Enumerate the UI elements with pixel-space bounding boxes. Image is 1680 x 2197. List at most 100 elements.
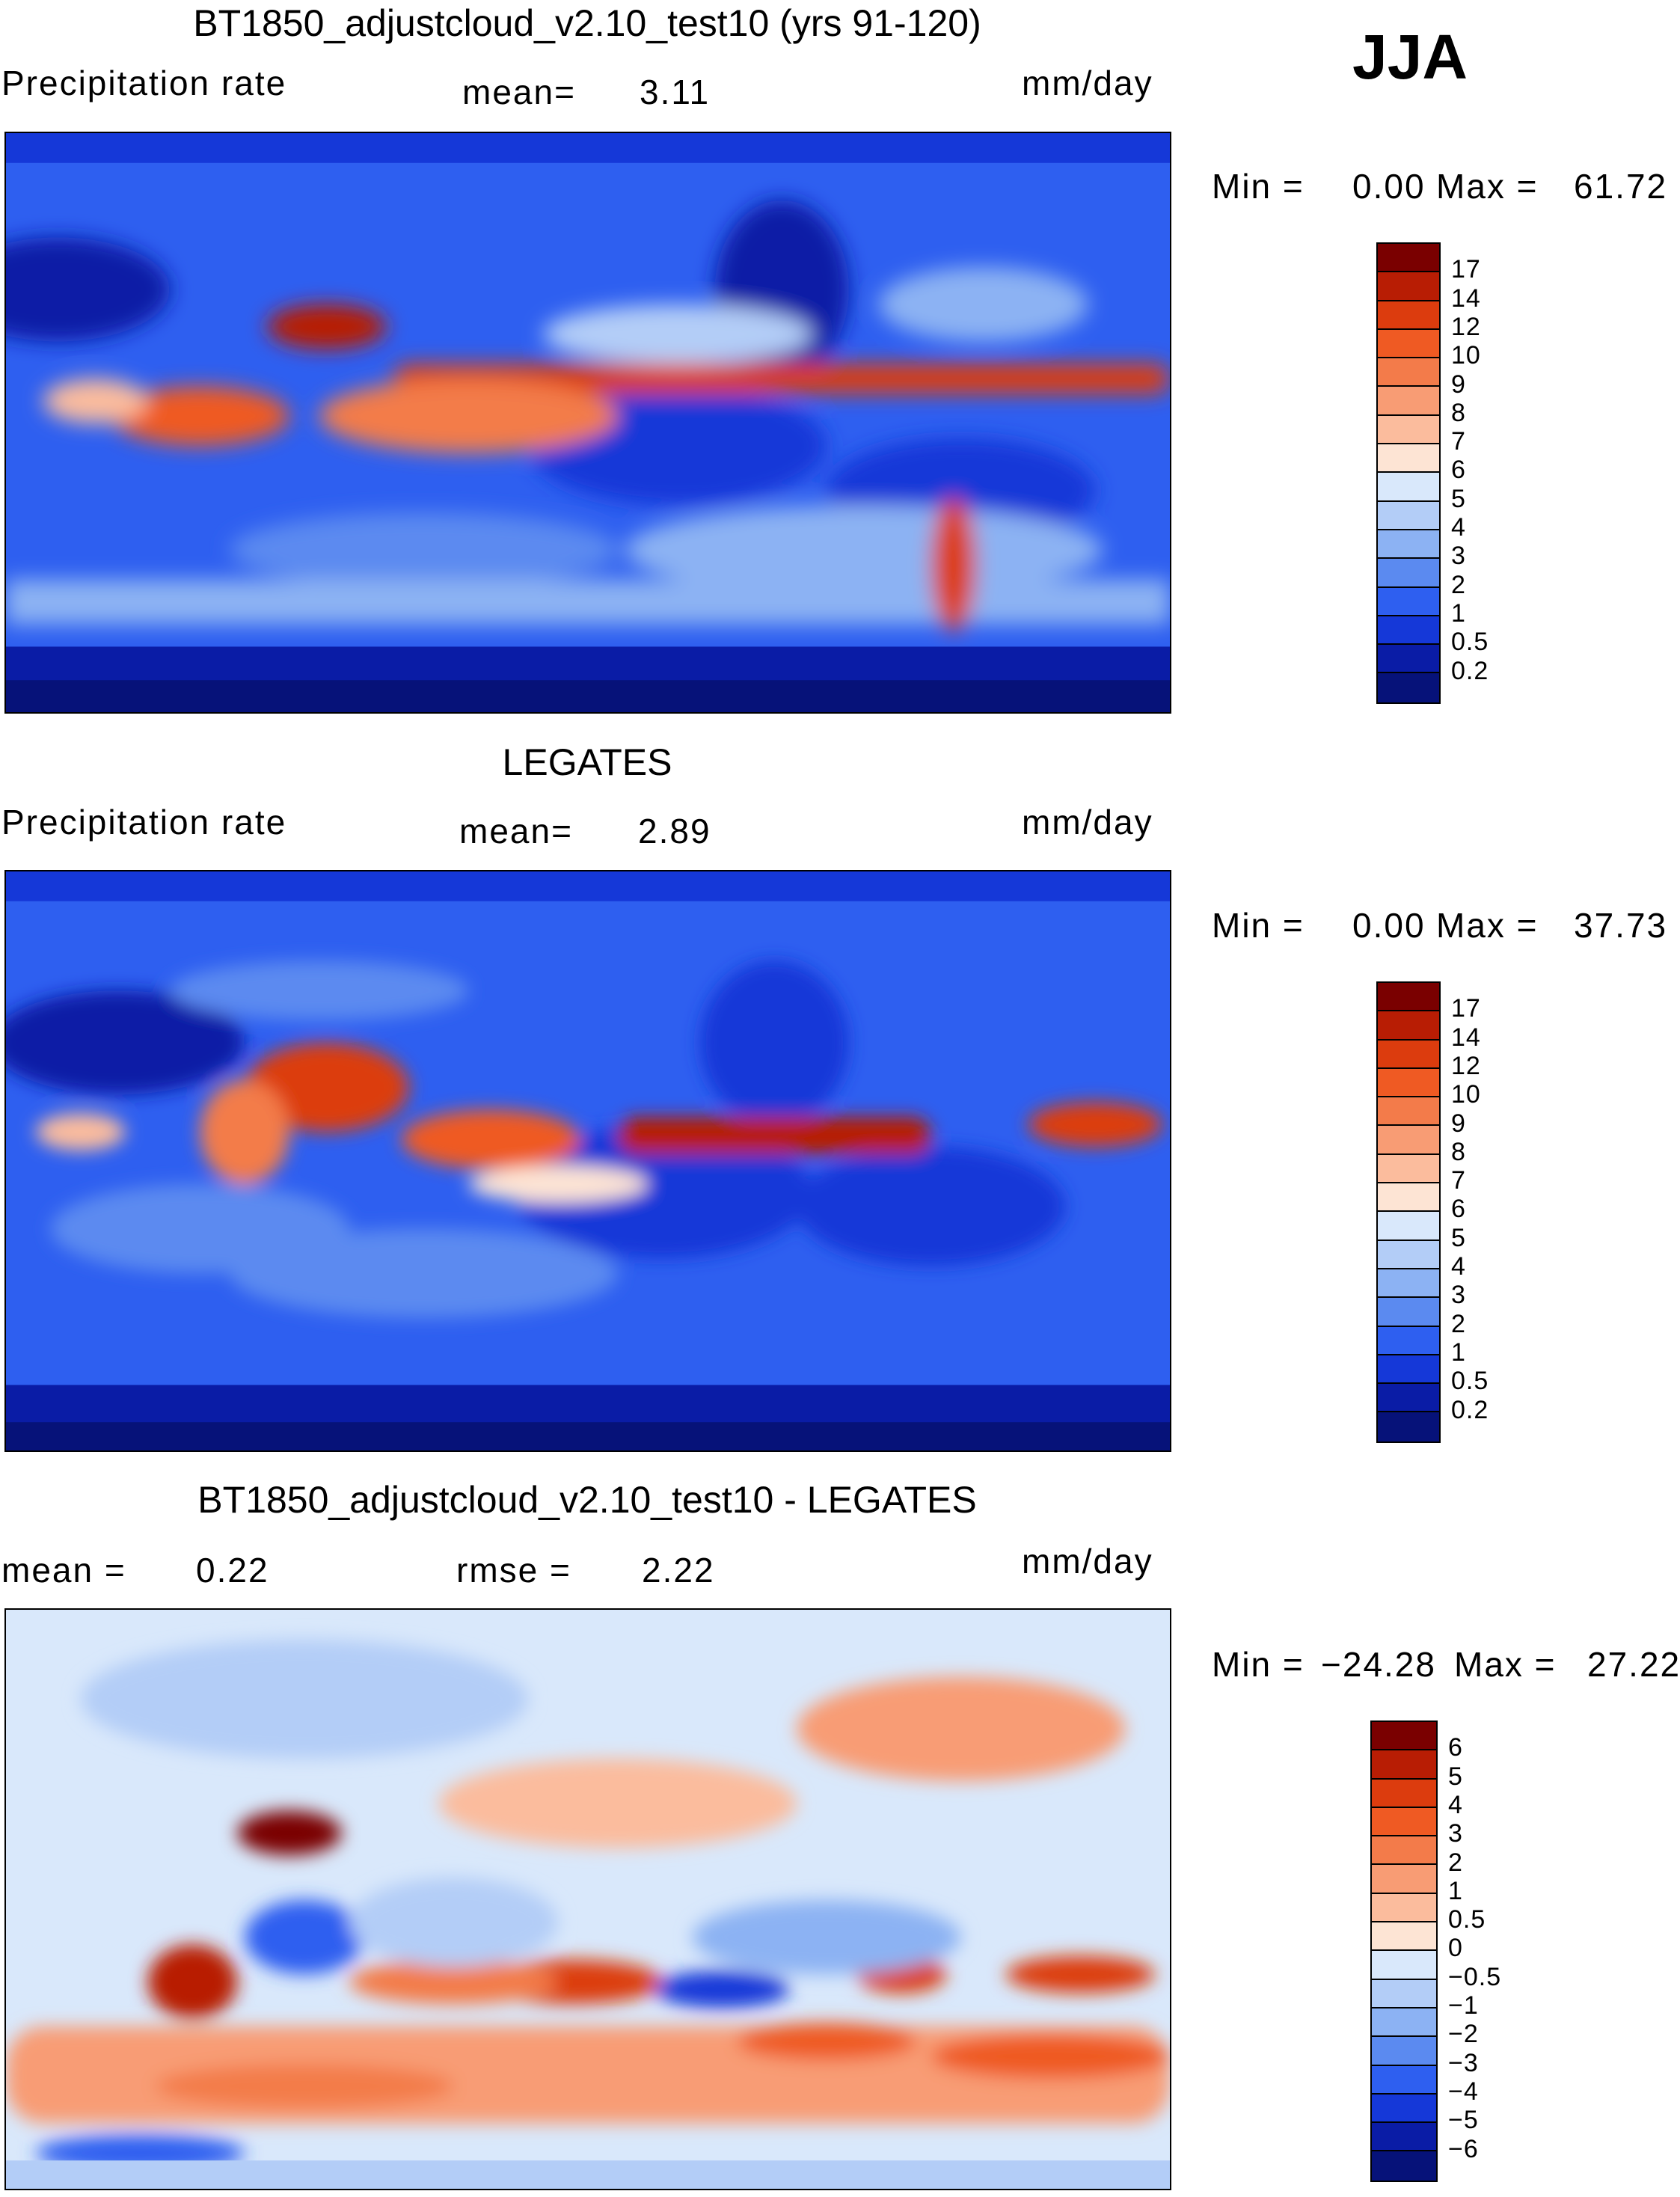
panel-2-mean-label: mean= [459, 812, 573, 851]
colorbar-swatch [1372, 2065, 1436, 2095]
colorbar-tick-label: 7 [1451, 1166, 1466, 1195]
colorbar-tick-label: 8 [1451, 1137, 1466, 1166]
colorbar-tick-label: 10 [1451, 1080, 1481, 1109]
colorbar-swatch [1378, 645, 1439, 674]
panel-3-rmse-value: 2.22 [642, 1551, 715, 1590]
colorbar-swatch [1372, 1750, 1436, 1780]
panel-1-colorbar: 17 14 12 10 9 8 7 6 5 4 3 2 1 0.5 0.2 [1376, 242, 1488, 704]
colorbar-swatch [1372, 1922, 1436, 1952]
colorbar-swatch [1378, 1011, 1439, 1041]
panel-3-colorbar: 6 5 4 3 2 1 0.5 0 −0.5 −1 −2 −3 −4 −5 −6 [1370, 1720, 1500, 2182]
colorbar-tick-label: 14 [1451, 1023, 1481, 1052]
colorbar-tick-label: 5 [1451, 484, 1466, 513]
colorbar-swatch [1372, 2094, 1436, 2124]
colorbar-tick-label: −6 [1448, 2134, 1479, 2163]
colorbar-swatch [1378, 1384, 1439, 1413]
panel-3-mean-label: mean = [1, 1551, 126, 1590]
panel-1-units: mm/day [1022, 64, 1153, 102]
colorbar-tick-label: 0.5 [1448, 1905, 1486, 1934]
colorbar-tick-label: −4 [1448, 2077, 1479, 2106]
colorbar-swatch [1378, 559, 1439, 588]
colorbar-tick-label: −3 [1448, 2048, 1479, 2077]
colorbar-tick-label: 1 [1448, 1876, 1463, 1905]
colorbar-tick-label: 7 [1451, 427, 1466, 456]
panel-2-map [4, 870, 1171, 1452]
colorbar-swatch [1372, 1779, 1436, 1808]
panel-3-min-label: Min = [1212, 1645, 1305, 1684]
colorbar-swatch [1378, 501, 1439, 530]
colorbar-tick-label: 2 [1451, 1309, 1466, 1338]
colorbar-tick-label: 5 [1448, 1762, 1463, 1791]
panel-3-min-value: −24.28 [1321, 1645, 1436, 1684]
colorbar-swatch [1372, 2151, 1436, 2181]
season-label: JJA [1352, 22, 1468, 92]
panel-1-variable-label: Precipitation rate [1, 64, 287, 102]
colorbar-swatch [1378, 1126, 1439, 1155]
colorbar-tick-label: 0 [1448, 1934, 1463, 1963]
colorbar-tick-label: 9 [1451, 370, 1466, 399]
colorbar-swatch [1378, 1040, 1439, 1069]
panel-2-units: mm/day [1022, 803, 1153, 842]
colorbar-swatch [1378, 983, 1439, 1012]
panel-3-max-label: Max = [1454, 1645, 1557, 1684]
panel-2-max-value: 37.73 [1574, 906, 1668, 945]
colorbar-swatch [1372, 1836, 1436, 1866]
colorbar-tick-label: 1 [1451, 598, 1466, 628]
colorbar-tick-label: 0.5 [1451, 1367, 1489, 1396]
colorbar-swatch [1378, 1298, 1439, 1327]
colorbar-swatch [1378, 415, 1439, 445]
colorbar-tick-label: 2 [1451, 570, 1466, 599]
panel-1-map [4, 132, 1171, 714]
colorbar-swatch [1378, 1154, 1439, 1184]
colorbar-swatch [1378, 1183, 1439, 1213]
colorbar-swatch [1378, 673, 1439, 702]
colorbar-swatch [1378, 587, 1439, 616]
panel-1-max-label: Max = [1436, 167, 1539, 206]
colorbar-swatch [1378, 1355, 1439, 1385]
colorbar-swatch [1372, 1893, 1436, 1923]
colorbar-tick-label: 8 [1451, 398, 1466, 427]
colorbar-tick-label: 4 [1451, 513, 1466, 542]
panel-1-min-label: Min = [1212, 167, 1305, 206]
colorbar-swatch [1378, 244, 1439, 273]
panel-2-title: LEGATES [502, 741, 672, 783]
colorbar-swatch [1372, 2123, 1436, 2152]
colorbar-tick-label: 0.2 [1451, 1395, 1489, 1424]
colorbar-swatch [1378, 272, 1439, 301]
colorbar-tick-label: 0.2 [1451, 656, 1489, 685]
colorbar-tick-label: 17 [1451, 994, 1481, 1023]
colorbar-swatch [1378, 1412, 1439, 1441]
colorbar-swatch [1378, 1097, 1439, 1127]
panel-1-title: BT1850_adjustcloud_v2.10_test10 (yrs 91-… [193, 2, 981, 44]
panel-2-min-value: 0.00 [1352, 906, 1426, 945]
colorbar-tick-label: −2 [1448, 2020, 1479, 2049]
colorbar-tick-label: 2 [1448, 1848, 1463, 1877]
colorbar-swatch [1372, 1865, 1436, 1894]
colorbar-swatch [1372, 1807, 1436, 1837]
colorbar-tick-label: 6 [1451, 1195, 1466, 1224]
panel-1-max-value: 61.72 [1574, 167, 1668, 206]
colorbar-swatch [1378, 1326, 1439, 1355]
panel-3-units: mm/day [1022, 1542, 1153, 1581]
colorbar-swatch [1378, 530, 1439, 560]
colorbar-swatch [1378, 444, 1439, 474]
colorbar-tick-label: 4 [1451, 1252, 1466, 1281]
colorbar-swatch [1378, 301, 1439, 330]
panel-2-mean-value: 2.89 [638, 812, 711, 851]
panel-3-title: BT1850_adjustcloud_v2.10_test10 - LEGATE… [197, 1479, 977, 1521]
panel-3-max-value: 27.22 [1587, 1645, 1680, 1684]
panel-2-variable-label: Precipitation rate [1, 803, 287, 842]
colorbar-swatch [1378, 329, 1439, 359]
colorbar-swatch [1378, 616, 1439, 646]
colorbar-tick-label: 5 [1451, 1223, 1466, 1252]
panel-3-map [4, 1608, 1171, 2190]
colorbar-tick-label: 3 [1451, 542, 1466, 571]
colorbar-tick-label: −0.5 [1448, 1962, 1502, 1991]
colorbar-tick-label: −1 [1448, 1991, 1479, 2020]
panel-2-min-label: Min = [1212, 906, 1305, 945]
panel-3-mean-value: 0.22 [196, 1551, 269, 1590]
colorbar-tick-label: 1 [1451, 1337, 1466, 1367]
colorbar-swatch [1372, 2008, 1436, 2038]
colorbar-tick-label: 14 [1451, 284, 1481, 313]
colorbar-tick-label: 4 [1448, 1790, 1463, 1819]
